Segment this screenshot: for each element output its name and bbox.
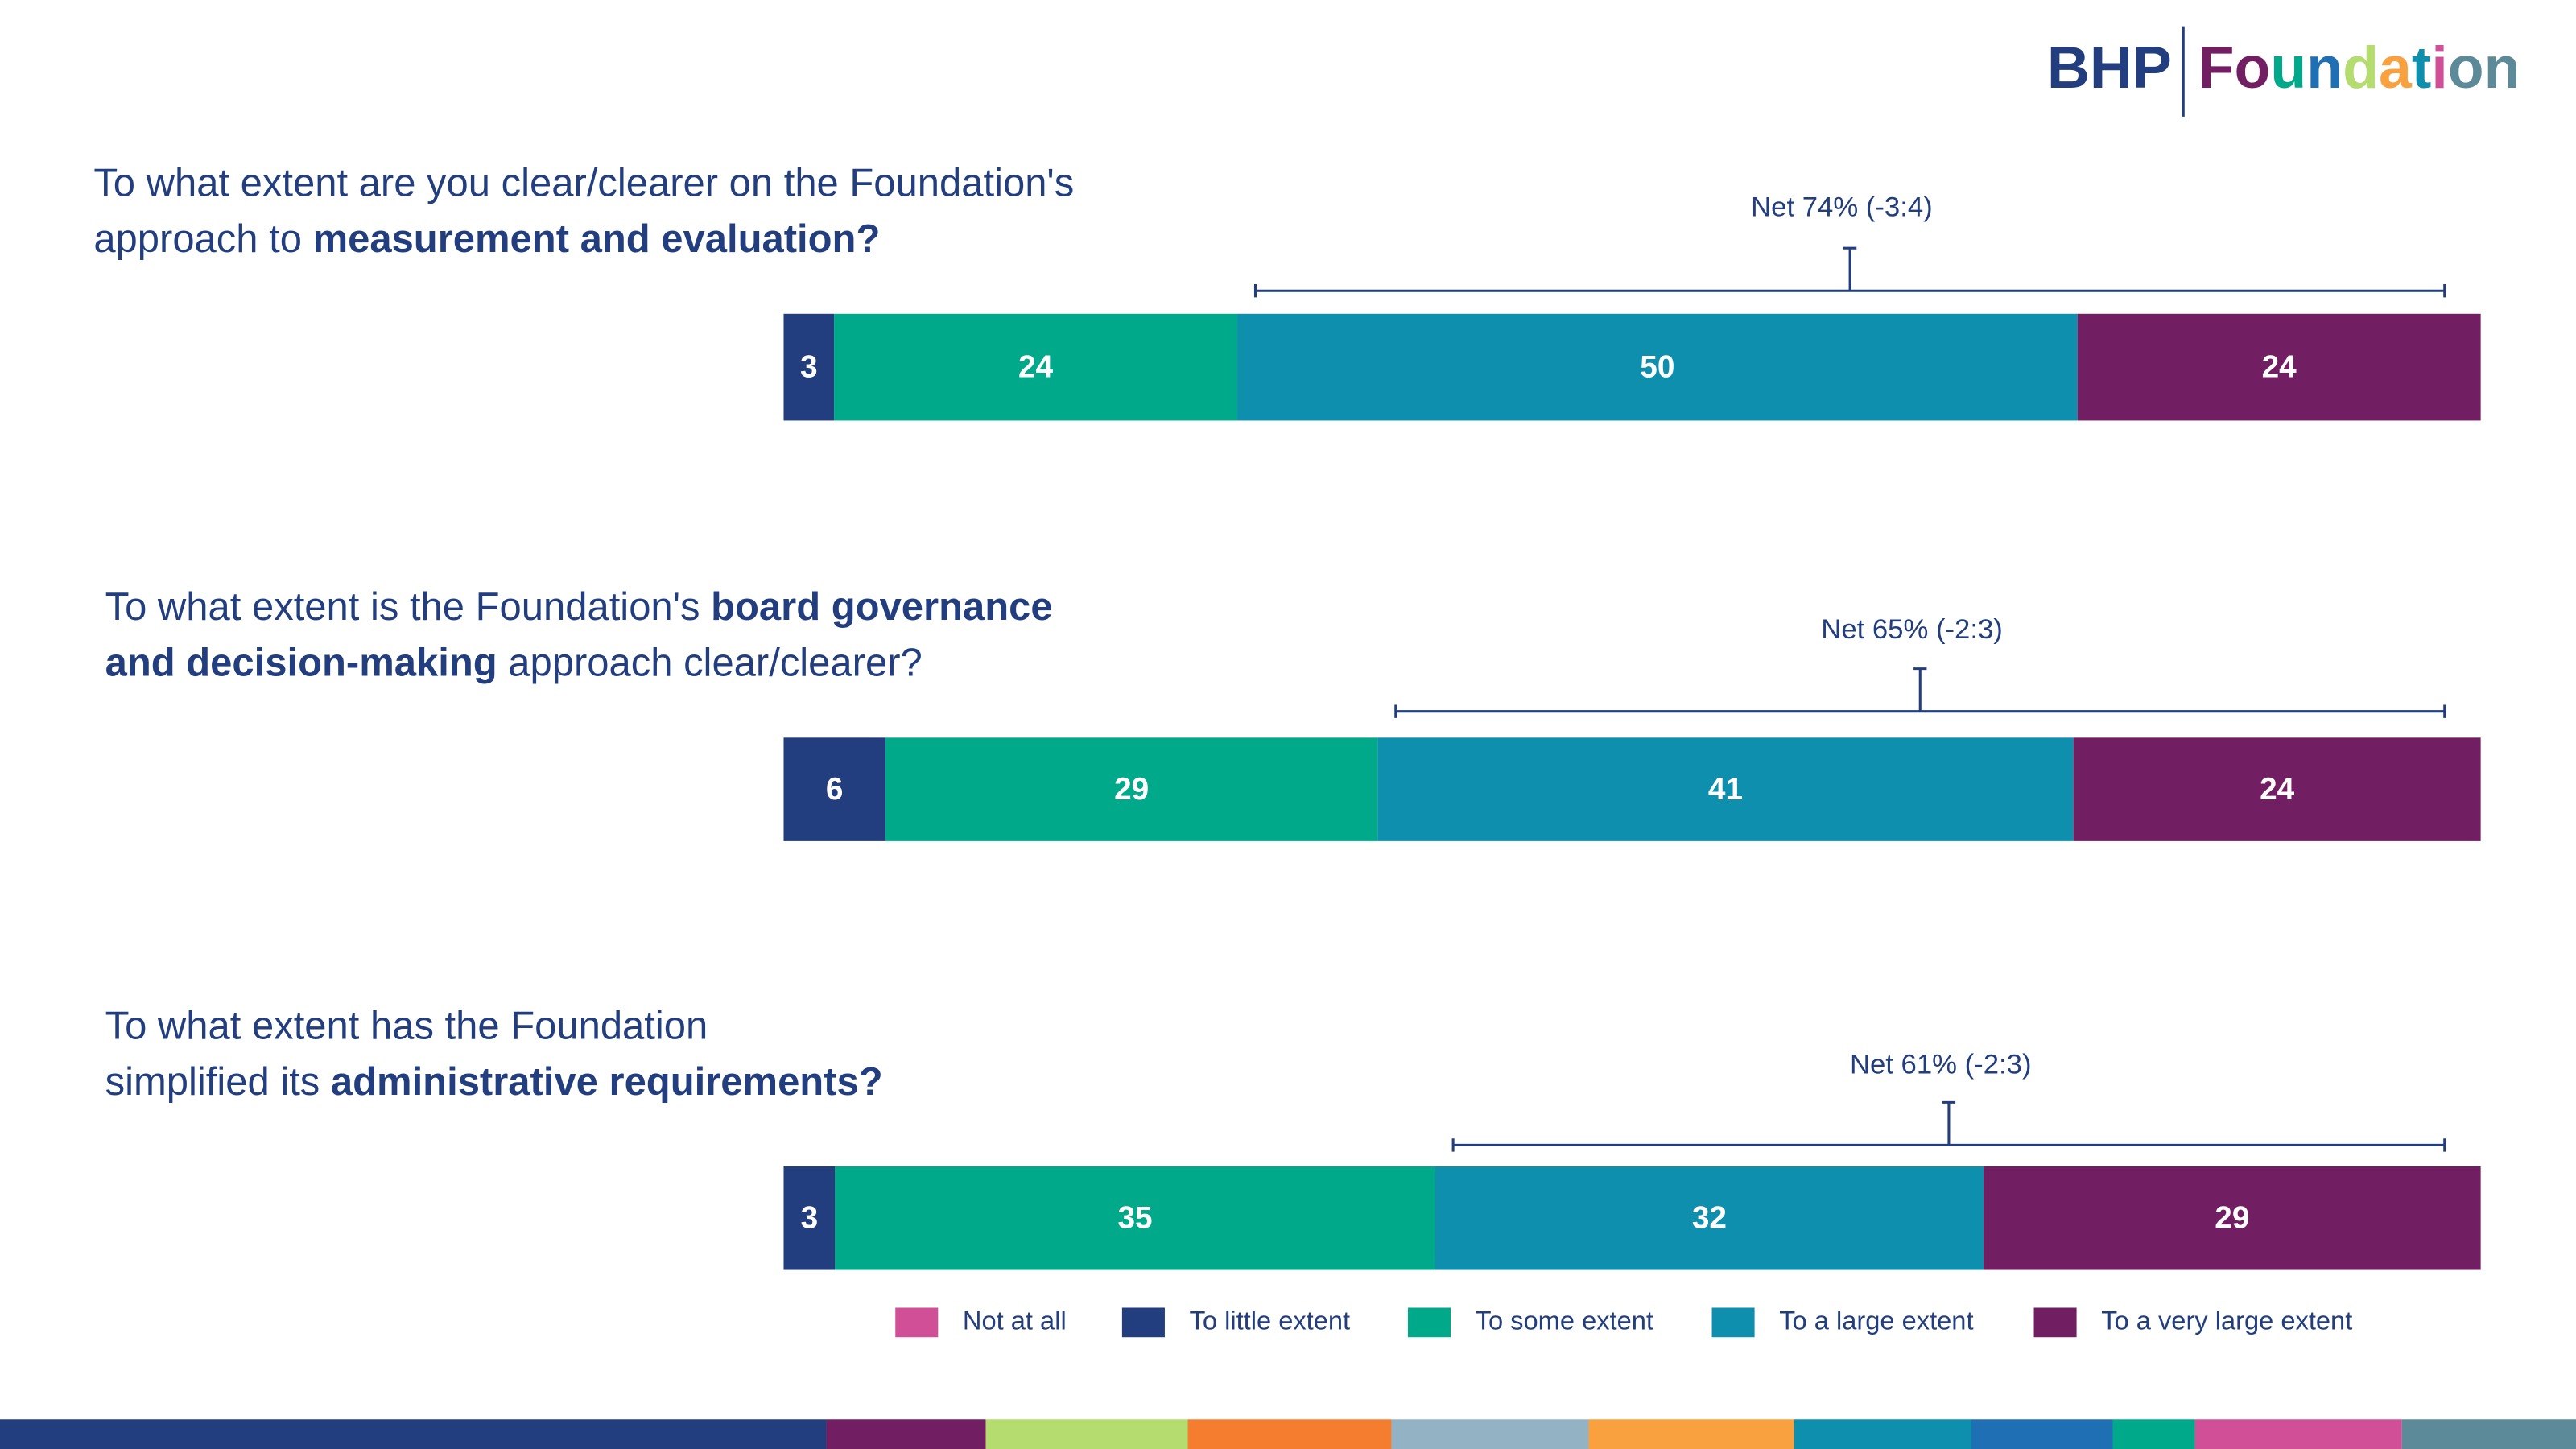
legend-label: Not at all <box>963 1305 1067 1335</box>
bar-segment <box>2077 313 2481 421</box>
legend-swatch <box>2033 1307 2077 1338</box>
question-segment: To what extent is the Foundation's <box>105 585 712 629</box>
value-label: 24 <box>1018 349 1054 384</box>
value-label: 41 <box>1708 772 1743 807</box>
bar-segment <box>1984 1166 2481 1270</box>
value-label: 3 <box>801 1201 819 1236</box>
net-bracket <box>1253 246 2446 298</box>
value-label: 29 <box>2215 1201 2249 1236</box>
legend-label: To a very large extent <box>2101 1305 2352 1335</box>
question: To what extent are you clear/clearer on … <box>93 162 1074 205</box>
bar-segment <box>835 1166 1435 1270</box>
legend-swatch <box>1711 1307 1755 1338</box>
question-segment: board governance <box>711 585 1053 629</box>
bottom-stripe <box>0 1419 2576 1449</box>
question-segment: simplified its <box>105 1060 331 1104</box>
bar-segment <box>1237 313 2078 421</box>
net-annotation: Net 61% (-2:3) <box>1850 1050 2032 1080</box>
value-label: 3 <box>800 349 818 384</box>
value-label: 35 <box>1117 1201 1152 1236</box>
legend-label: To a large extent <box>1779 1305 1973 1335</box>
legend-label: To some extent <box>1476 1305 1653 1335</box>
question-segment: To what extent are you clear/clearer on … <box>93 162 1074 205</box>
question: approach to measurement and evaluation? <box>93 217 880 261</box>
question-segment: administrative requirements? <box>331 1060 883 1104</box>
bar-segment <box>783 737 886 841</box>
value-label: 50 <box>1640 349 1674 384</box>
question-segment: approach to <box>93 217 312 261</box>
value-label: 29 <box>1114 772 1149 807</box>
net-bracket <box>1394 667 2446 718</box>
value-label: 24 <box>2260 772 2295 807</box>
net-bracket <box>1451 1100 2446 1152</box>
question-segment: approach clear/clearer? <box>497 641 923 684</box>
net-annotation: Net 65% (-2:3) <box>1821 614 2003 645</box>
question-segment: To what extent has the Foundation <box>105 1004 708 1047</box>
net-annotation: Net 74% (-3:4) <box>1751 192 1933 222</box>
bar-segment <box>834 313 1238 421</box>
legend-label: To little extent <box>1190 1305 1351 1335</box>
legend-swatch <box>1407 1307 1451 1338</box>
question-segment: measurement and evaluation? <box>313 217 881 261</box>
question-segment: and decision-making <box>105 641 497 684</box>
question: and decision-making approach clear/clear… <box>105 641 923 684</box>
question: To what extent is the Foundation's board… <box>105 585 1053 629</box>
legend-swatch <box>895 1307 939 1338</box>
value-label: 24 <box>2262 349 2297 384</box>
bar-segment <box>1435 1166 1984 1270</box>
logo-brand: BHP <box>2047 34 2172 101</box>
bar-segment <box>1377 737 2074 841</box>
bar-segment <box>885 737 1378 841</box>
logo-name: Foundation <box>2198 34 2520 101</box>
question: To what extent has the Foundation <box>105 1004 708 1047</box>
value-label: 32 <box>1692 1201 1727 1236</box>
value-label: 6 <box>826 772 844 807</box>
legend-swatch <box>1121 1307 1165 1338</box>
bar-segment <box>2073 737 2481 841</box>
bar-segment <box>783 1166 836 1270</box>
bar-segment <box>783 313 835 421</box>
question: simplified its administrative requiremen… <box>105 1060 883 1104</box>
